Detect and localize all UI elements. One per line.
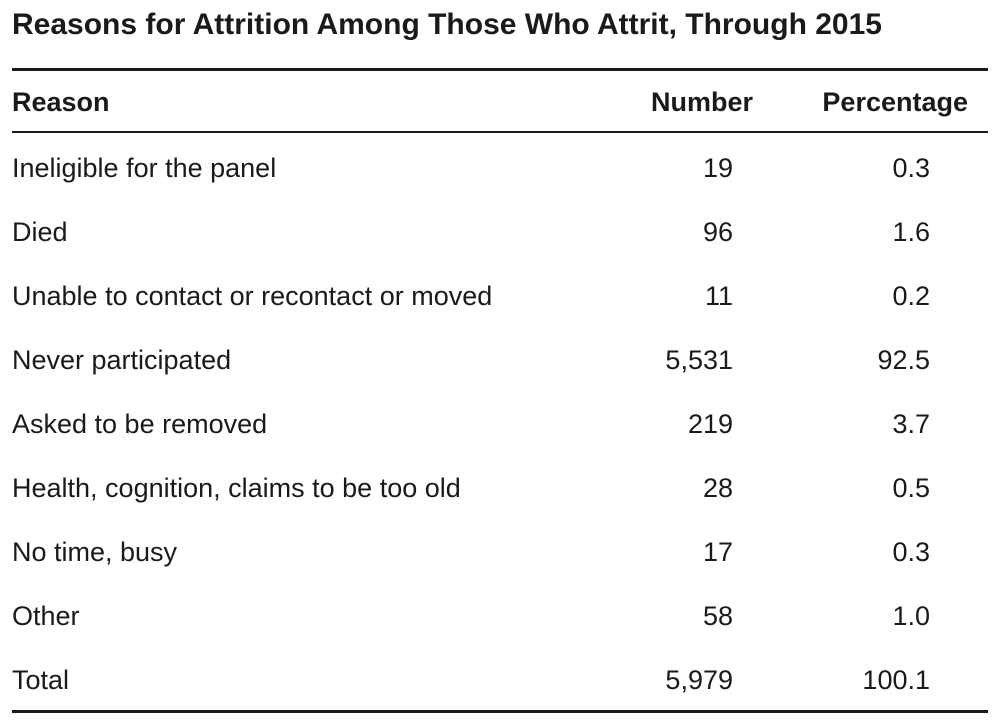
bottom-rule: [12, 710, 988, 713]
percentage-cell: 3.7: [892, 409, 930, 439]
number-cell: 17: [702, 537, 733, 567]
percentage-cell: 92.5: [877, 345, 930, 375]
reason-cell: Asked to be removed: [12, 409, 268, 439]
table-title: Reasons for Attrition Among Those Who At…: [12, 8, 882, 41]
reason-cell: Died: [12, 217, 68, 247]
number-cell: 11: [704, 281, 733, 311]
reason-cell: Never participated: [12, 345, 232, 375]
number-cell: 219: [687, 409, 733, 439]
reason-cell: Other: [12, 601, 80, 631]
column-header: Percentage: [822, 87, 968, 117]
percentage-cell: 1.6: [892, 217, 930, 247]
reason-cell: Unable to contact or recontact or moved: [12, 281, 493, 311]
number-cell: 5,531: [665, 345, 733, 375]
number-cell: 58: [702, 601, 733, 631]
reason-cell: Health, cognition, claims to be too old: [12, 473, 461, 503]
percentage-cell: 1.0: [892, 601, 930, 631]
percentage-cell: 0.5: [892, 473, 930, 503]
percentage-cell: 100.1: [862, 665, 930, 695]
number-cell: 5,979: [665, 665, 733, 695]
percentage-cell: 0.3: [892, 153, 930, 183]
percentage-cell: 0.2: [892, 281, 930, 311]
reason-cell: Ineligible for the panel: [12, 153, 277, 183]
number-cell: 28: [702, 473, 733, 503]
column-header: Number: [650, 87, 753, 117]
number-cell: 19: [702, 153, 733, 183]
number-cell: 96: [702, 217, 733, 247]
header-rule: [12, 131, 988, 133]
reason-cell: No time, busy: [12, 537, 178, 567]
percentage-cell: 0.3: [892, 537, 930, 567]
top-rule: [12, 68, 988, 71]
column-header: Reason: [12, 87, 110, 117]
reason-cell: Total: [12, 665, 70, 695]
